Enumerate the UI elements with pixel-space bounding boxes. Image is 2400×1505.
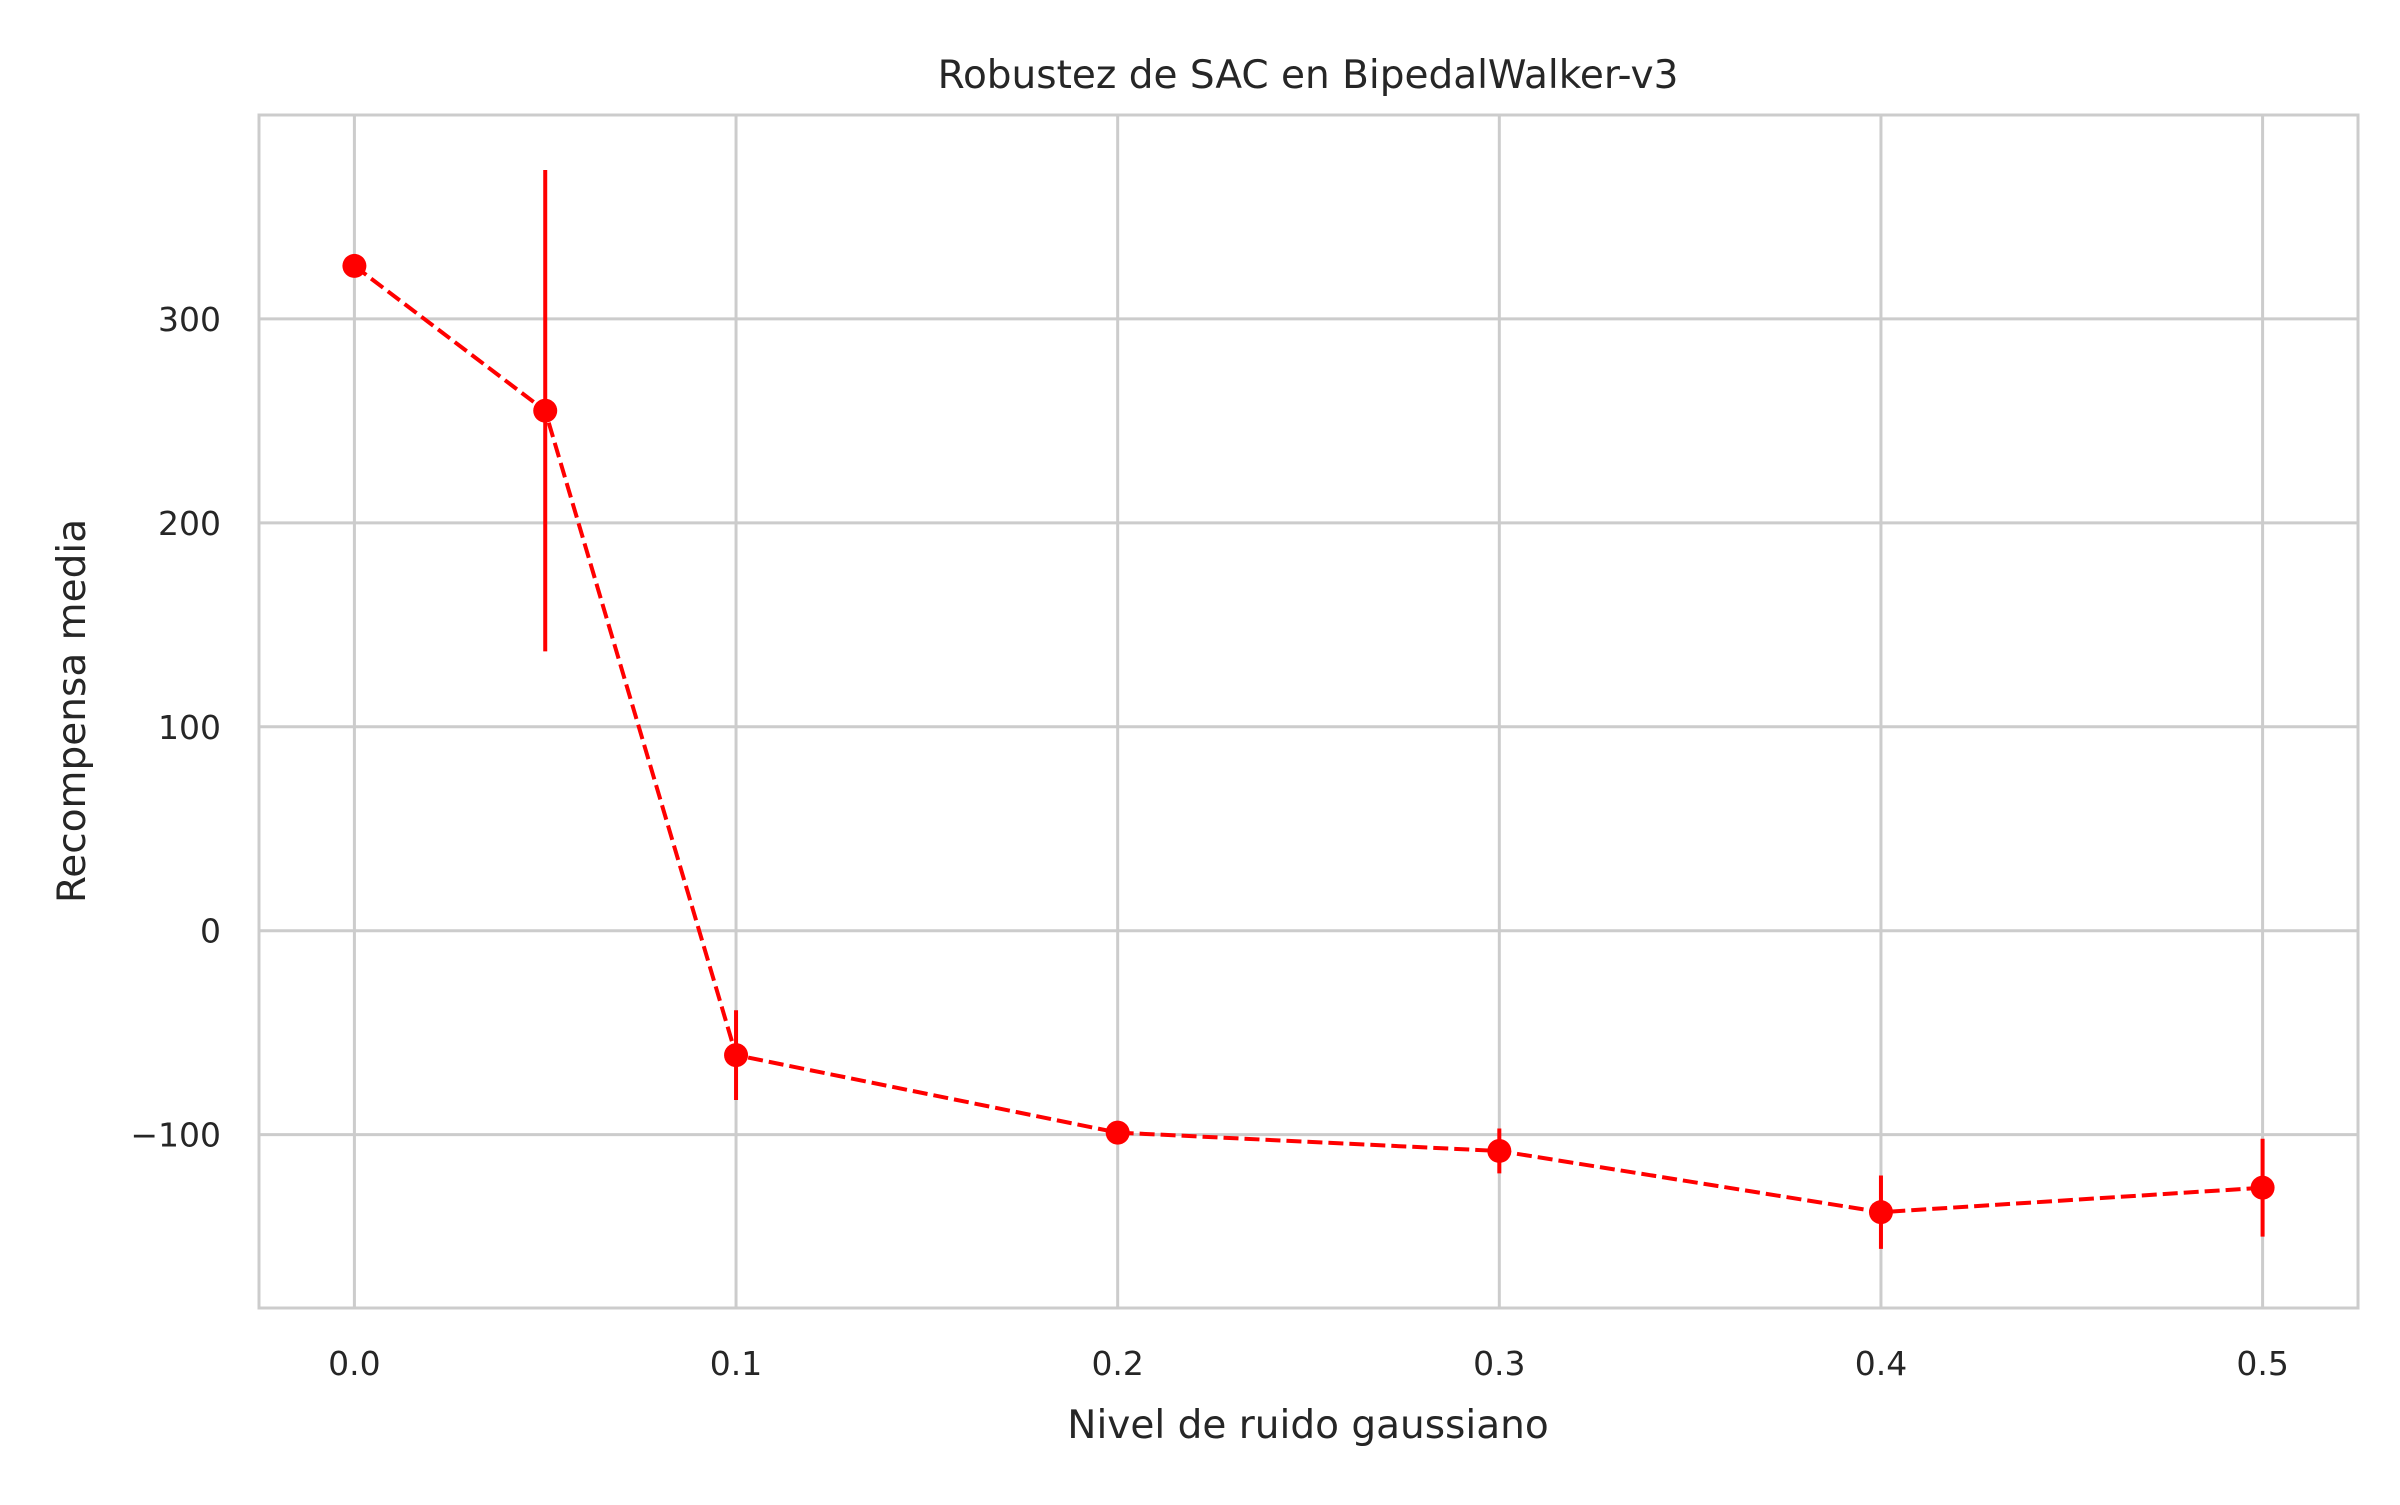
data-point [342,253,367,278]
y-tick-label: 300 [158,300,221,339]
data-point [1868,1200,1893,1225]
x-tick-label: 0.4 [1855,1344,1907,1383]
tick-labels: 0.0 0.1 0.2 0.3 0.4 0.5 −100 0 100 200 300 [130,300,2288,1383]
x-tick-label: 0.3 [1473,1344,1525,1383]
data-point [2250,1175,2275,1200]
plot-frame [257,113,2360,1310]
data-point [1487,1138,1512,1163]
y-tick-label: 0 [200,912,221,951]
x-axis-label: Nivel de ruido gaussiano [1067,1403,1548,1448]
y-tick-label: 100 [158,708,221,747]
series [342,170,2275,1249]
y-tick-label: −100 [130,1116,221,1155]
x-tick-label: 0.2 [1091,1344,1143,1383]
plot-background [259,115,2358,1308]
data-point [1105,1120,1130,1145]
data-point [533,398,558,423]
y-axis-label: Recompensa media [50,519,95,903]
x-tick-label: 0.0 [328,1344,380,1383]
grid [259,115,2358,1308]
data-point [724,1043,749,1068]
y-tick-label: 200 [158,504,221,543]
x-tick-label: 0.5 [2236,1344,2288,1383]
x-tick-label: 0.1 [710,1344,762,1383]
chart-title: Robustez de SAC en BipedalWalker-v3 [938,53,1679,98]
